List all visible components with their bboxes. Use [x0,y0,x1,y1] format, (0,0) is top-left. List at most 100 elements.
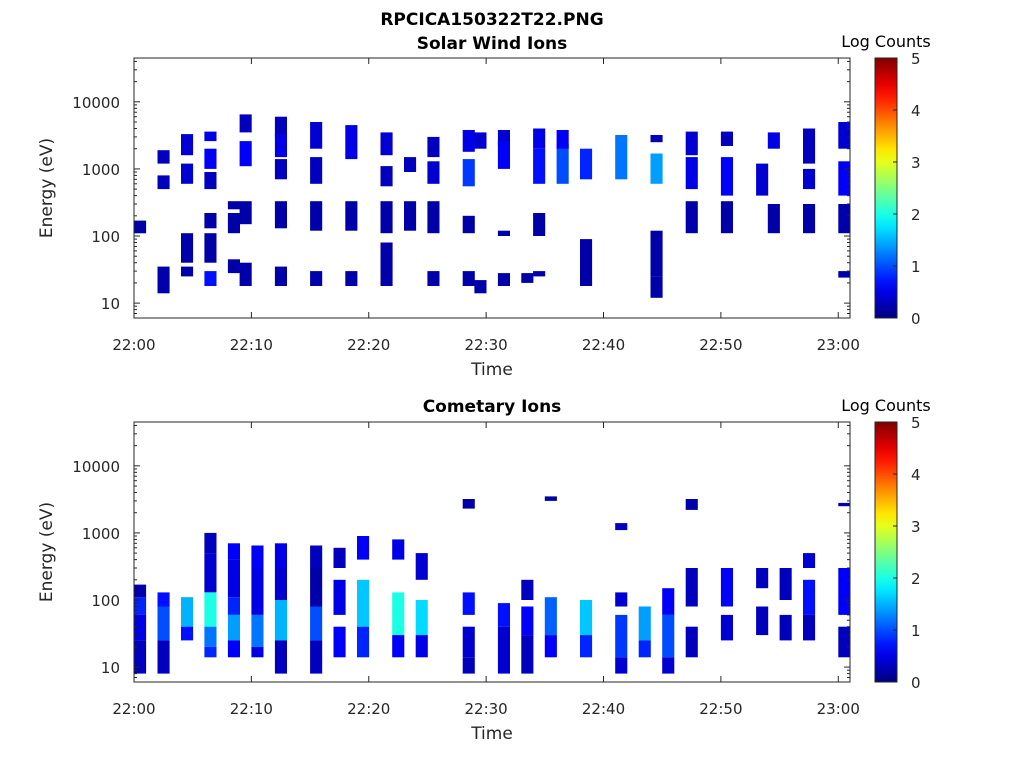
heatmap-cell [838,626,851,658]
y-tick-label: 1000 [82,525,120,543]
heatmap-cell [345,125,358,160]
heatmap-cell [204,131,217,142]
colorbar-tick-label: 1 [911,622,921,640]
heatmap-cell [157,266,170,294]
x-tick-label: 22:00 [112,336,155,354]
heatmap-cell [556,130,569,149]
heatmap-cell [767,204,780,234]
heatmap-cell [310,606,323,641]
heatmap-cell [462,215,475,234]
heatmap-cell [779,568,792,600]
heatmap-cell [239,141,252,167]
heatmap-cell [274,159,287,180]
colorbar-tick-label: 0 [911,674,921,692]
heatmap-cell [181,134,194,156]
heatmap-cell [803,204,816,234]
heatmap-cell [204,646,217,658]
colorbar-gradient [874,421,898,683]
heatmap-cell [838,568,851,615]
heatmap-cell [685,626,698,658]
heatmap-cell [474,132,487,149]
heatmap-cell [333,547,346,568]
heatmap-cell [544,496,557,501]
heatmap-cell [404,201,417,231]
colorbar-tick-label: 4 [911,102,921,120]
heatmap-cell [803,553,816,568]
heatmap-cell [345,201,358,231]
heatmap-cell [462,657,475,674]
x-tick-label: 22:20 [347,700,390,718]
heatmap-cell [239,201,252,225]
x-tick-label: 22:30 [465,700,508,718]
heatmap-cell [157,592,170,607]
heatmap-cell [404,157,417,172]
heatmap-cell [803,168,816,190]
x-tick-label: 22:40 [582,700,625,718]
heatmap-cell [497,141,510,169]
heatmap-cell [204,553,217,593]
x-tick-label: 23:00 [817,336,860,354]
heatmap-cell [357,579,370,627]
heatmap-cell [803,128,816,164]
heatmap-cell [274,201,287,229]
heatmap-cell [427,201,440,234]
heatmap-cell [310,640,323,674]
heatmap-cell [227,640,240,658]
heatmap-cell [392,539,405,560]
heatmap-cell [580,635,593,658]
heatmap-cell [239,262,252,286]
heatmap-cell [720,568,733,607]
heatmap-cell [274,543,287,568]
heatmap-cell [462,499,475,509]
heatmap-cell [204,148,217,169]
heatmap-cell [274,600,287,641]
heatmap-cell [181,266,194,277]
heatmap-cells [134,114,851,298]
heatmap-cell [720,131,733,146]
plot-frame [133,421,851,683]
x-axis-label: Time [470,360,513,380]
heatmap-cell [544,635,557,658]
heatmap-cell [533,148,546,184]
heatmap-cell [310,122,323,149]
heatmap-cell [227,201,240,210]
x-tick-label: 22:10 [230,336,273,354]
heatmap-cell [650,153,663,184]
heatmap-cell [685,499,698,510]
x-tick-label: 23:00 [817,700,860,718]
heatmap-cell [204,532,217,554]
heatmap-cell [227,543,240,560]
heatmap-cell [227,213,240,234]
heatmap-cell [274,640,287,674]
heatmap-cell [580,239,593,286]
heatmap-cell [650,276,663,298]
heatmap-cell [251,568,264,615]
x-tick-label: 22:00 [112,700,155,718]
panel-title: Solar Wind Ions [417,34,568,54]
colorbar-tick-label: 1 [911,258,921,276]
heatmap-cell [756,163,769,196]
heatmap-cell [533,271,546,277]
heatmap-cell [638,640,651,658]
heatmap-cell [227,614,240,641]
heatmap-cell [533,128,546,149]
heatmap-cell [838,204,851,234]
heatmap-cell [462,626,475,658]
heatmap-cell [615,657,628,674]
heatmap-cell [227,597,240,615]
colorbar-tick-label: 2 [911,570,921,588]
heatmap-cell [615,135,628,180]
heatmap-cell [310,157,323,184]
heatmap-cell [181,597,194,627]
y-axis-label: Energy (eV) [37,138,57,238]
heatmap-cell [333,579,346,615]
heatmap-cell [462,592,475,615]
heatmap-cell [720,614,733,641]
colorbar-title: Log Counts [841,32,931,51]
heatmap-cell [615,523,628,531]
heatmap-cell [274,266,287,286]
heatmap-cell [204,271,217,286]
heatmap-cell [497,626,510,674]
heatmap-cell [521,635,534,674]
heatmap-cell [380,242,393,286]
